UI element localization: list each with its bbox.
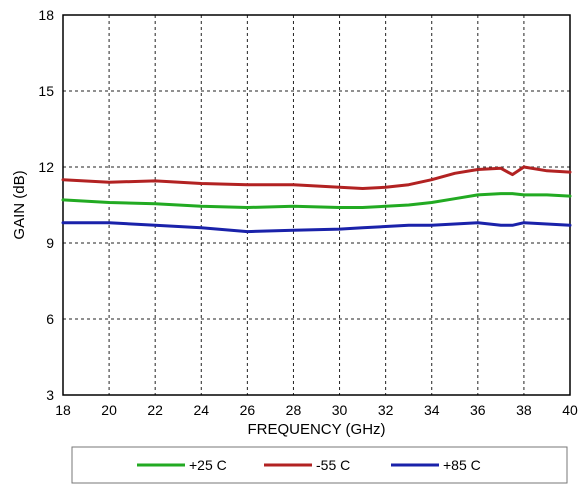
series-line [61, 221, 572, 234]
y-axis-label: GAIN (dB) [11, 170, 28, 239]
x-tick-label: 38 [516, 402, 532, 418]
x-tick-label: 18 [55, 402, 71, 418]
x-tick-label: 30 [332, 402, 348, 418]
x-tick-label: 24 [193, 402, 209, 418]
x-tick-label: 40 [562, 402, 578, 418]
legend: +25 C -55 C +85 C [71, 446, 568, 484]
x-tick-label: 26 [240, 402, 256, 418]
y-tick-label: 6 [46, 311, 54, 327]
y-tick-label: 18 [38, 7, 54, 23]
y-tick-label: 9 [46, 235, 54, 251]
legend-label: +85 C [443, 457, 481, 473]
x-tick-label: 32 [378, 402, 394, 418]
x-tick-label: 20 [101, 402, 117, 418]
y-tick-label: 12 [38, 159, 54, 175]
legend-label: -55 C [316, 457, 350, 473]
legend-label: +25 C [189, 457, 227, 473]
y-tick-label: 15 [38, 83, 54, 99]
x-tick-label: 22 [147, 402, 163, 418]
series-line [61, 192, 572, 209]
plot-frame [62, 14, 571, 396]
series-line [61, 165, 572, 190]
x-tick-label: 36 [470, 402, 486, 418]
x-tick-label: 34 [424, 402, 440, 418]
x-axis-label: FREQUENCY (GHz) [247, 421, 385, 438]
y-tick-label: 3 [46, 387, 54, 403]
x-tick-label: 28 [286, 402, 302, 418]
